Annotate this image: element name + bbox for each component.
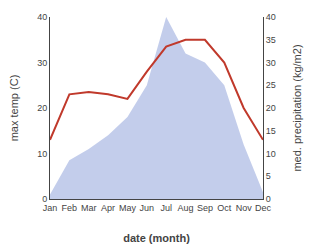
svg-text:Apr: Apr <box>101 203 115 213</box>
svg-text:0: 0 <box>266 194 271 204</box>
svg-text:30: 30 <box>266 58 276 68</box>
svg-text:Mar: Mar <box>81 203 97 213</box>
svg-text:40: 40 <box>266 12 276 22</box>
svg-text:20: 20 <box>37 103 47 113</box>
svg-text:max temp (C): max temp (C) <box>8 75 20 142</box>
svg-text:30: 30 <box>37 58 47 68</box>
svg-text:Jul: Jul <box>160 203 172 213</box>
svg-text:Oct: Oct <box>217 203 232 213</box>
svg-text:25: 25 <box>266 80 276 90</box>
svg-text:Sep: Sep <box>197 203 213 213</box>
svg-text:40: 40 <box>37 12 47 22</box>
svg-text:Aug: Aug <box>178 203 194 213</box>
svg-text:Feb: Feb <box>62 203 78 213</box>
svg-text:5: 5 <box>266 171 271 181</box>
svg-text:0: 0 <box>42 194 47 204</box>
svg-text:Jun: Jun <box>140 203 155 213</box>
svg-text:15: 15 <box>266 126 276 136</box>
svg-text:10: 10 <box>37 149 47 159</box>
svg-text:med. precipitation (kg/m2): med. precipitation (kg/m2) <box>291 44 303 171</box>
svg-text:20: 20 <box>266 103 276 113</box>
svg-text:10: 10 <box>266 149 276 159</box>
svg-text:Jan: Jan <box>43 203 58 213</box>
svg-text:date (month): date (month) <box>123 232 190 244</box>
svg-text:May: May <box>119 203 137 213</box>
svg-text:Nov: Nov <box>236 203 253 213</box>
svg-text:35: 35 <box>266 35 276 45</box>
svg-text:Dec: Dec <box>255 203 272 213</box>
